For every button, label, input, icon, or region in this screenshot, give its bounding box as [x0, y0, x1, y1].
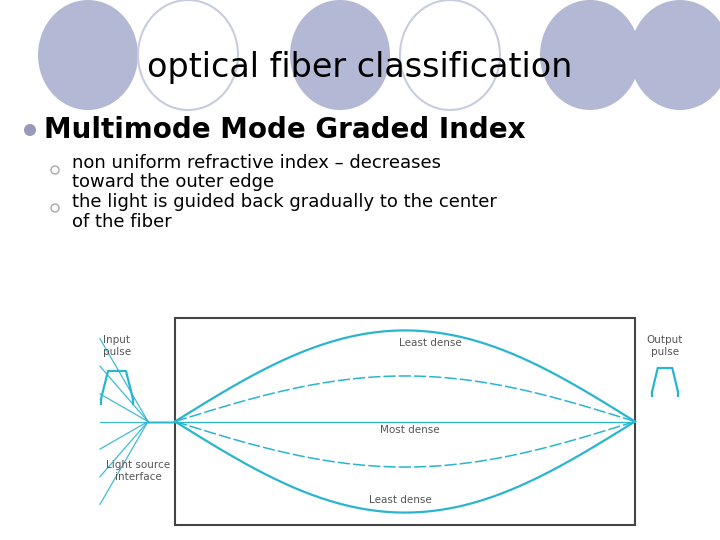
Text: non uniform refractive index – decreases: non uniform refractive index – decreases	[72, 154, 441, 172]
Text: Least dense: Least dense	[399, 338, 462, 348]
Ellipse shape	[24, 124, 36, 136]
Text: Light source
interface: Light source interface	[106, 460, 170, 482]
Ellipse shape	[38, 0, 138, 110]
Ellipse shape	[51, 204, 59, 212]
Text: optical fiber classification: optical fiber classification	[148, 51, 572, 84]
Ellipse shape	[290, 0, 390, 110]
Bar	[175, 318, 635, 525]
Text: Input
pulse: Input pulse	[103, 335, 131, 357]
Ellipse shape	[630, 0, 720, 110]
Text: of the fiber: of the fiber	[72, 213, 172, 231]
Ellipse shape	[138, 0, 238, 110]
Ellipse shape	[540, 0, 640, 110]
Ellipse shape	[51, 166, 59, 174]
Text: Output
pulse: Output pulse	[647, 335, 683, 357]
Text: Least dense: Least dense	[369, 495, 431, 505]
Text: toward the outer edge: toward the outer edge	[72, 173, 274, 191]
Text: Multimode Mode Graded Index: Multimode Mode Graded Index	[44, 116, 526, 144]
Text: the light is guided back gradually to the center: the light is guided back gradually to th…	[72, 193, 497, 211]
Ellipse shape	[400, 0, 500, 110]
Text: Most dense: Most dense	[380, 425, 440, 435]
